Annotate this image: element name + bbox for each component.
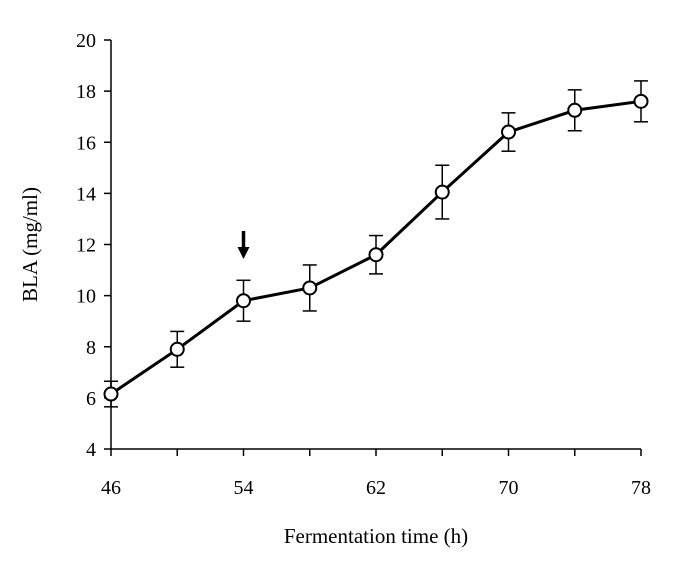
data-point — [302, 280, 318, 296]
x-ticks: 46 54 62 70 78 — [101, 449, 651, 499]
x-tick-label: 54 — [234, 477, 254, 499]
y-tick-label: 10 — [76, 286, 96, 308]
data-point — [567, 102, 583, 118]
data-points — [103, 93, 649, 402]
y-tick-label: 20 — [76, 30, 96, 52]
x-tick-label: 78 — [631, 477, 651, 499]
arrow-annotation — [237, 231, 250, 259]
y-axis-label: BLA (mg/ml) — [18, 187, 42, 302]
data-point — [169, 341, 185, 357]
arrow-head — [237, 247, 250, 259]
y-ticks: 4 6 8 10 12 14 16 18 20 — [76, 30, 111, 461]
x-tick-label: 70 — [499, 477, 519, 499]
data-point — [368, 247, 384, 263]
x-tick-label: 62 — [366, 477, 386, 499]
data-point — [501, 124, 516, 140]
data-point — [434, 184, 450, 200]
x-axis-label: Fermentation time (h) — [284, 524, 468, 548]
y-tick-label: 16 — [76, 132, 96, 154]
data-point — [633, 93, 649, 109]
y-tick-label: 18 — [76, 81, 96, 103]
y-tick-label: 14 — [76, 183, 96, 205]
annotations — [237, 231, 250, 259]
y-tick-label: 4 — [86, 439, 96, 461]
y-tick-label: 12 — [76, 235, 96, 257]
y-tick-label: 6 — [86, 388, 96, 410]
x-tick-label: 46 — [101, 477, 121, 499]
error-bars — [104, 80, 648, 408]
y-tick-label: 8 — [86, 337, 96, 359]
data-point — [236, 293, 251, 309]
data-point — [103, 386, 119, 402]
